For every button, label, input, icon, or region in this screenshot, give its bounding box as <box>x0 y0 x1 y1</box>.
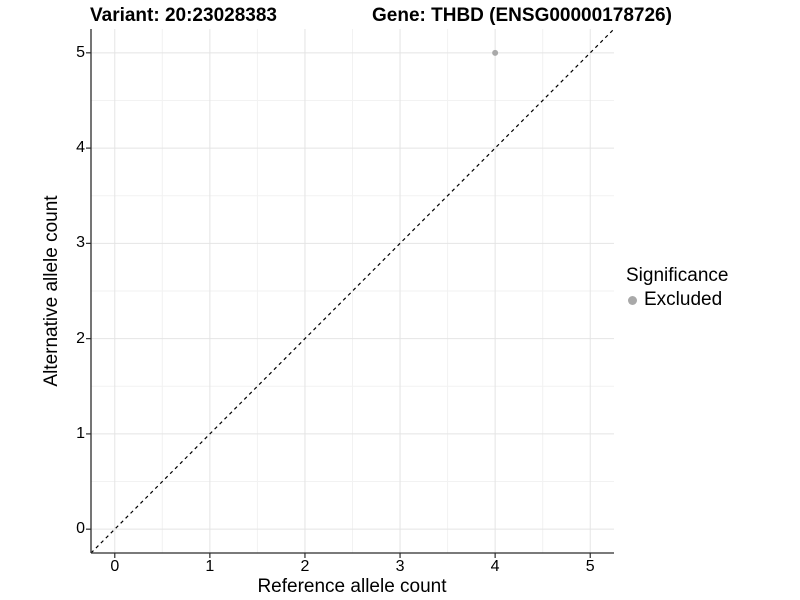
legend-point-icon <box>628 295 637 305</box>
x-tick-label: 5 <box>585 558 595 575</box>
y-tick-label: 3 <box>76 234 85 252</box>
x-tick-label: 4 <box>490 558 500 575</box>
legend-items: Excluded <box>626 289 728 311</box>
legend: Significance Excluded <box>626 265 728 311</box>
x-tick-label: 3 <box>395 558 405 575</box>
legend-item-label: Excluded <box>644 289 723 310</box>
legend-title: Significance <box>626 265 729 286</box>
data-point <box>492 49 499 56</box>
x-tick-label: 1 <box>205 558 215 575</box>
y-tick-label: 1 <box>76 424 85 442</box>
y-tick-label: 0 <box>76 520 85 538</box>
y-tick-label: 4 <box>76 139 85 157</box>
x-axis-title: Reference allele count <box>257 576 447 597</box>
x-tick-label: 0 <box>110 558 120 575</box>
x-tick-label: 2 <box>300 558 310 575</box>
y-axis-title: Alternative allele count <box>41 195 62 387</box>
identity-dashed-line <box>90 28 615 554</box>
legend-item: Excluded <box>626 289 728 311</box>
plot-title-variant: Variant: 20:23028383 <box>90 5 277 26</box>
y-tick-label: 5 <box>76 43 85 61</box>
plot-title-gene: Gene: THBD (ENSG00000178726) <box>372 5 672 26</box>
y-tick-label: 2 <box>76 329 85 347</box>
